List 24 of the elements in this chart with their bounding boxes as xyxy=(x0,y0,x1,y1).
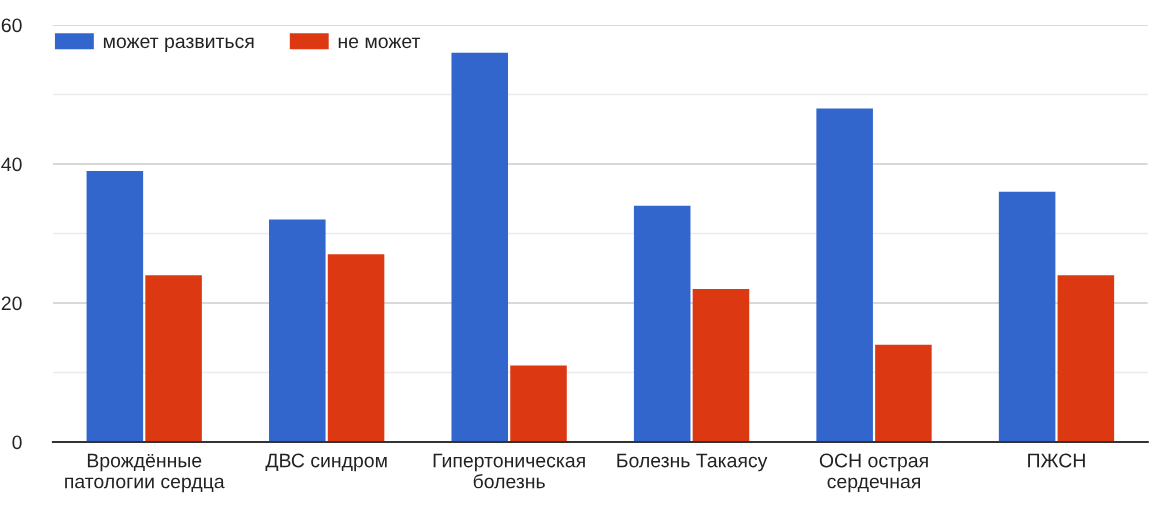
x-tick-label: Болезнь Такаясу xyxy=(617,453,768,472)
bar xyxy=(633,205,691,442)
x-tick-label: Гипертоническая болезнь xyxy=(433,453,585,489)
y-tick-label: 20 xyxy=(1,296,22,311)
y-tick-label: 0 xyxy=(12,435,22,450)
y-tick-label: 40 xyxy=(1,157,22,172)
bar xyxy=(875,344,932,442)
bar xyxy=(692,289,750,442)
bar xyxy=(816,108,873,442)
bar xyxy=(145,275,202,442)
bar xyxy=(998,191,1056,442)
y-tick-label: 60 xyxy=(1,18,22,33)
legend-label: может развиться xyxy=(103,37,254,53)
bar xyxy=(1057,275,1115,442)
bar xyxy=(451,52,509,442)
x-tick-label: ОСН острая сердечная xyxy=(819,453,928,493)
bar xyxy=(269,219,326,442)
x-tick-label: ДВС синдром xyxy=(265,453,387,472)
legend-label: не может xyxy=(338,37,421,49)
x-tick-label: ПЖСН xyxy=(1028,453,1085,468)
bar xyxy=(510,365,567,442)
x-tick-label: Врождённые патологии сердца xyxy=(65,453,225,493)
bar xyxy=(86,170,144,442)
bar xyxy=(327,254,385,442)
